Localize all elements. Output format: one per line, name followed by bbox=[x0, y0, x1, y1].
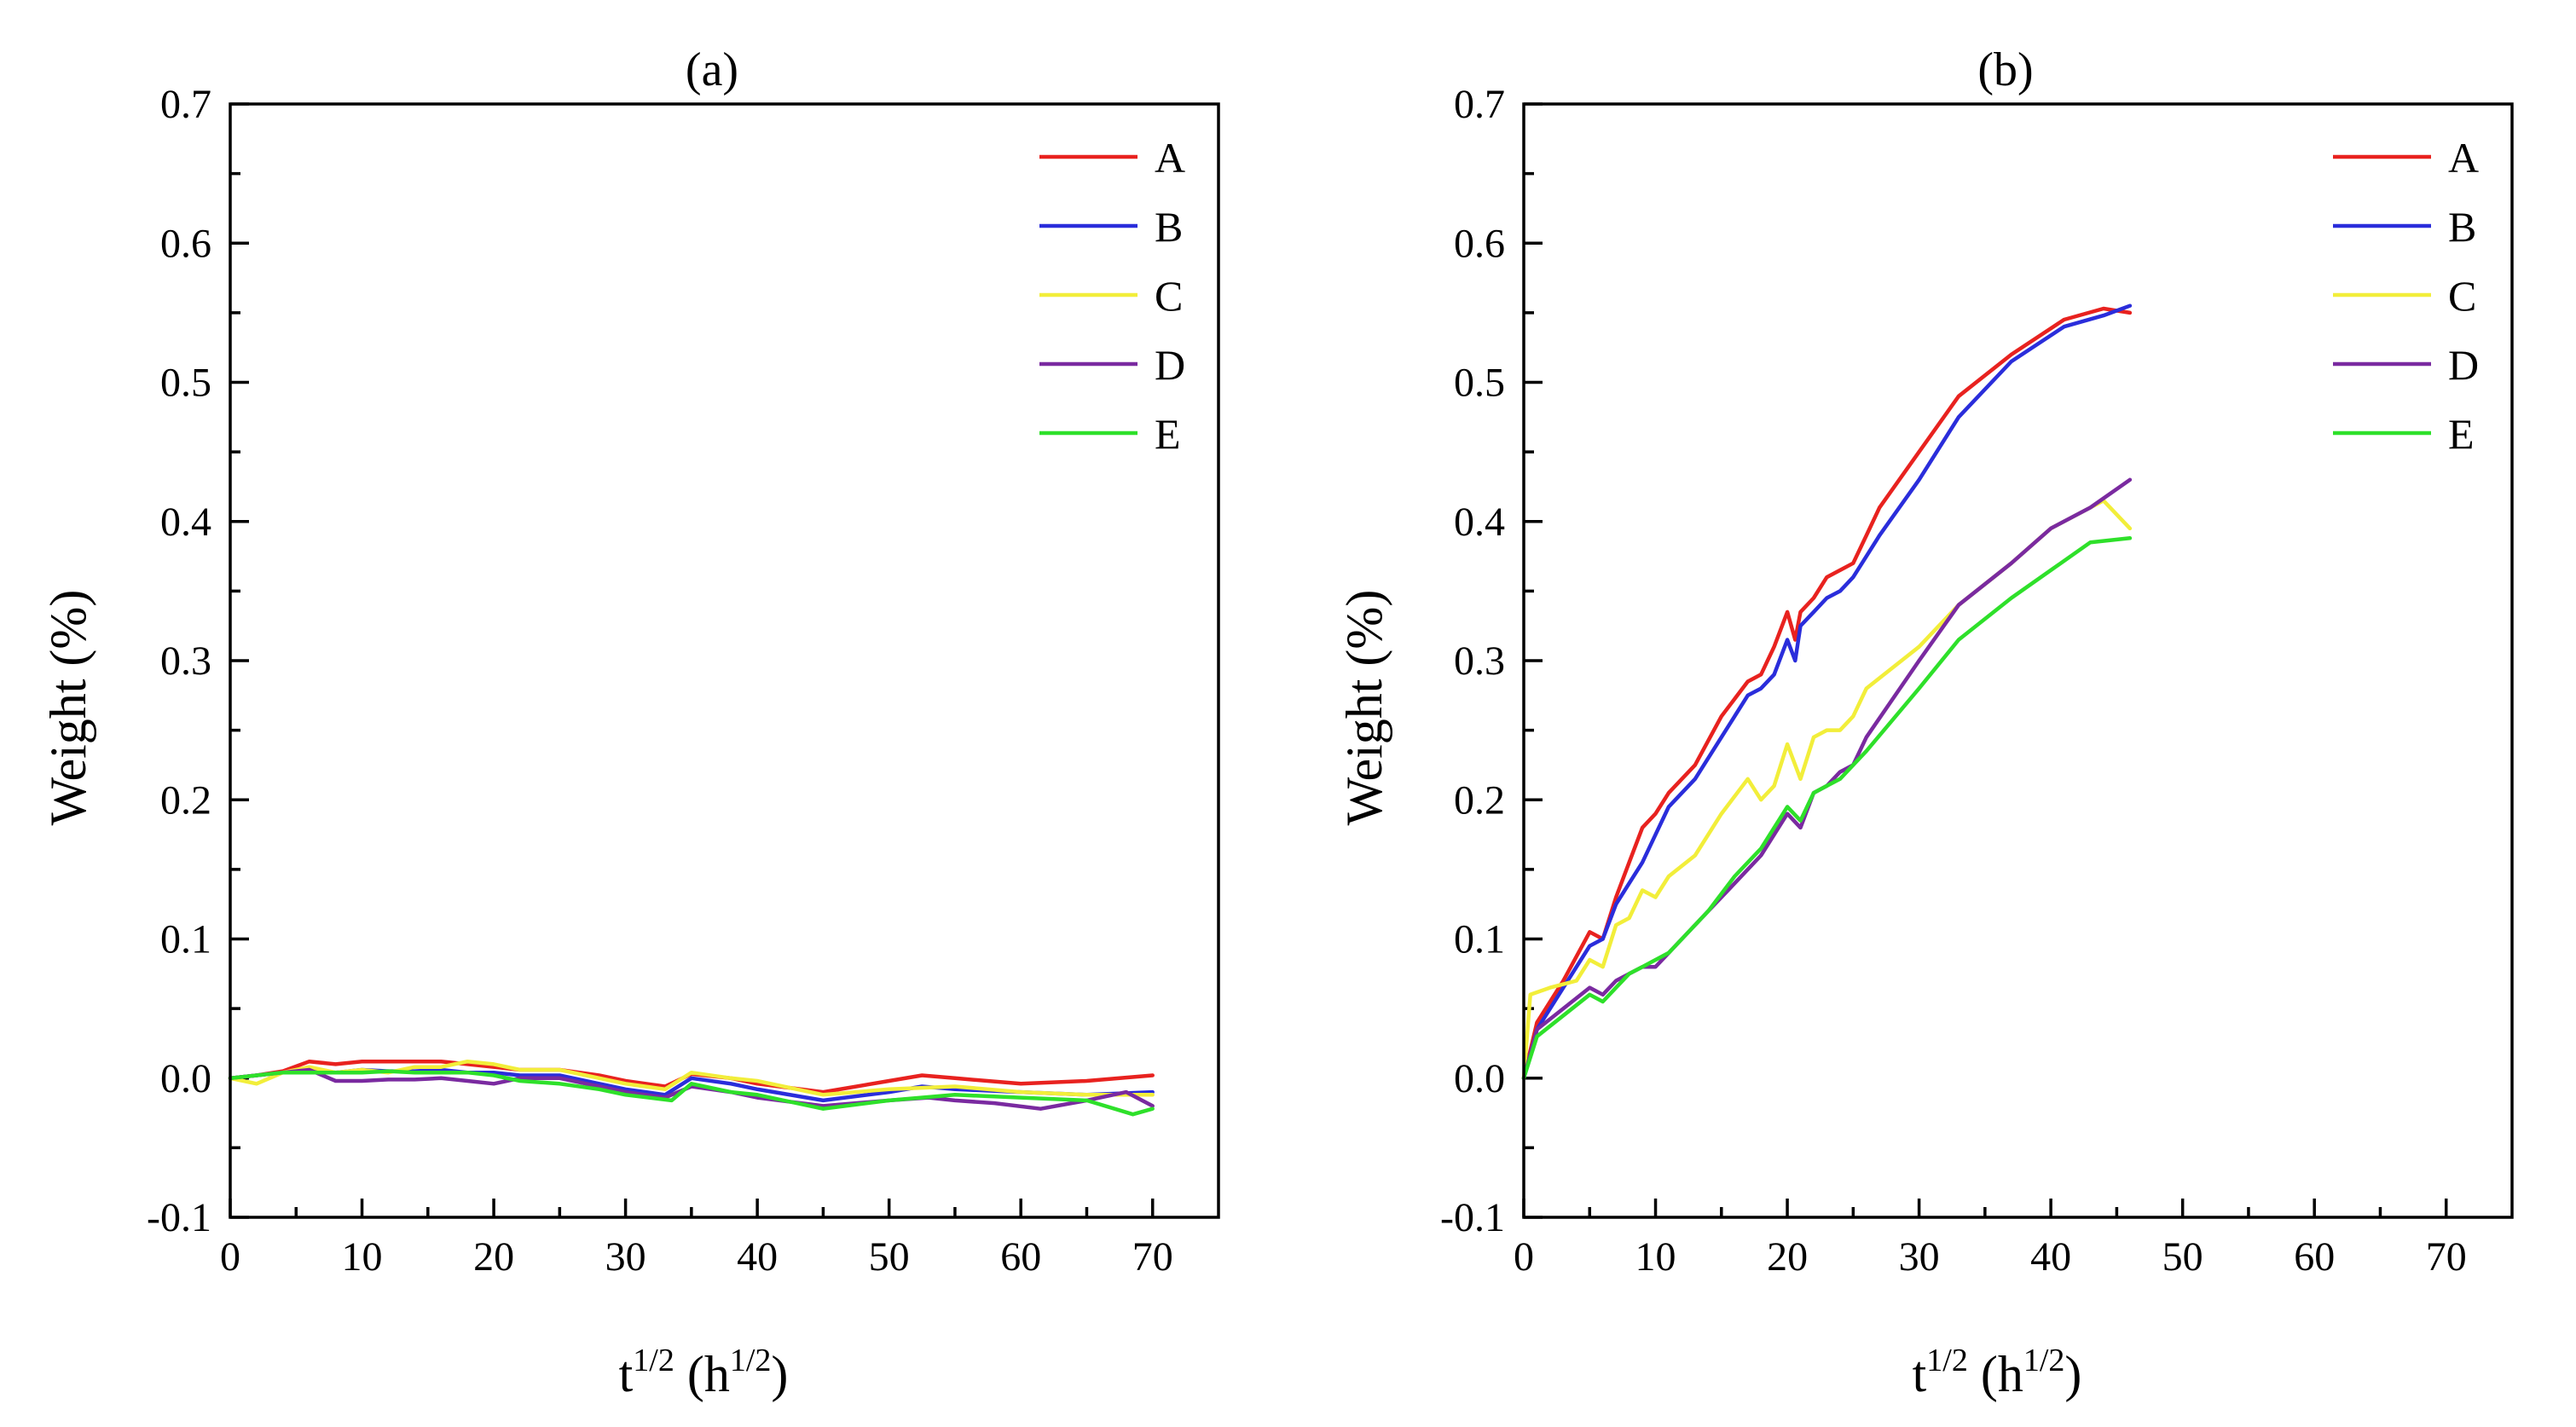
x-tick-label: 20 bbox=[473, 1234, 514, 1280]
y-tick-label: -0.1 bbox=[147, 1195, 211, 1240]
y-tick-label: 0.5 bbox=[1454, 361, 1505, 406]
series-line-a bbox=[1521, 306, 2133, 1081]
series-line-e bbox=[1521, 536, 2133, 1081]
x-axis-label-base-sup: 1/2 bbox=[633, 1343, 674, 1378]
x-axis-label-close: ) bbox=[2064, 1346, 2081, 1402]
x-tick-label: 0 bbox=[220, 1234, 240, 1280]
series-line-e bbox=[228, 1069, 1155, 1117]
x-tick-label: 50 bbox=[869, 1234, 910, 1280]
y-axis-label: Weight (%) bbox=[1336, 590, 1392, 826]
legend-label-d: D bbox=[2448, 341, 2479, 389]
x-tick-label: 60 bbox=[1000, 1234, 1041, 1280]
legend-label-c: C bbox=[1155, 272, 1183, 320]
y-tick-label: 0.3 bbox=[160, 638, 211, 684]
y-tick-label: 0.0 bbox=[1454, 1056, 1505, 1101]
x-tick-label: 40 bbox=[2030, 1234, 2071, 1280]
x-axis-label-unit: h bbox=[704, 1346, 730, 1402]
x-axis-label-open: ( bbox=[1968, 1346, 1998, 1402]
y-axis-label: Weight (%) bbox=[40, 590, 96, 826]
legend-label-a: A bbox=[1155, 134, 1185, 182]
legend-label-d: D bbox=[1155, 341, 1185, 389]
chart-panel-a: (a) Weight (%) t1/2 (h1/2) 0 10 20 30 40 50 60… bbox=[40, 43, 1220, 1402]
x-tick-label: 30 bbox=[605, 1234, 646, 1280]
y-tick-label: -0.1 bbox=[1440, 1195, 1505, 1240]
x-tick-label: 10 bbox=[1635, 1234, 1676, 1280]
series-line-c bbox=[1521, 499, 2133, 1081]
plot-area bbox=[228, 1059, 1155, 1117]
x-axis-label: t1/2 (h1/2) bbox=[1913, 1343, 2082, 1402]
y-tick-label: 0.6 bbox=[1454, 221, 1505, 266]
tick-layer: 0 10 20 30 40 50 60 70 -0.1 0.0 0.1 0.2 0.3 0.4 0.5 0.6… bbox=[1440, 82, 2467, 1280]
axes-frame bbox=[229, 102, 1220, 1219]
x-tick-label: 50 bbox=[2162, 1234, 2203, 1280]
chart-title: (a) bbox=[686, 43, 738, 96]
x-axis-label-open: ( bbox=[674, 1346, 704, 1402]
legend-label-c: C bbox=[2448, 272, 2476, 320]
y-tick-label: 0.1 bbox=[160, 917, 211, 962]
plot-area bbox=[1521, 303, 2133, 1081]
axes-frame bbox=[1522, 102, 2514, 1219]
series-line-b bbox=[1521, 303, 2133, 1081]
x-tick-label: 70 bbox=[1132, 1234, 1173, 1280]
x-axis-label-base: t bbox=[1913, 1346, 1927, 1402]
y-tick-label: 0.7 bbox=[1454, 82, 1505, 127]
legend-label-b: B bbox=[2448, 203, 2476, 251]
chart-panel-b: (b) Weight (%) t1/2 (h1/2) 0 10 20 30 40 50 60… bbox=[1336, 43, 2514, 1402]
y-tick-label: 0.1 bbox=[1454, 917, 1505, 962]
x-tick-label: 60 bbox=[2294, 1234, 2335, 1280]
series-line-d bbox=[1521, 477, 2133, 1081]
x-tick-label: 70 bbox=[2426, 1234, 2467, 1280]
y-tick-label: 0.2 bbox=[160, 777, 211, 823]
x-axis-label-unit: h bbox=[1998, 1346, 2023, 1402]
x-axis-label-unit-sup: 1/2 bbox=[2023, 1343, 2065, 1378]
y-tick-label: 0.3 bbox=[1454, 638, 1505, 684]
x-tick-label: 40 bbox=[737, 1234, 778, 1280]
x-axis-label-base-sup: 1/2 bbox=[1926, 1343, 1968, 1378]
x-axis-label-close: ) bbox=[771, 1346, 788, 1402]
x-axis-label-base: t bbox=[619, 1346, 634, 1402]
chart-title: (b) bbox=[1977, 43, 2033, 96]
series-line-d bbox=[228, 1067, 1155, 1111]
y-tick-label: 0.5 bbox=[160, 361, 211, 406]
x-axis-label: t1/2 (h1/2) bbox=[619, 1343, 789, 1402]
legend-label-b: B bbox=[1155, 203, 1183, 251]
y-tick-label: 0.4 bbox=[1454, 500, 1505, 545]
y-tick-label: 0.2 bbox=[1454, 777, 1505, 823]
x-tick-label: 30 bbox=[1899, 1234, 1940, 1280]
y-tick-label: 0.4 bbox=[160, 500, 211, 545]
x-tick-label: 10 bbox=[342, 1234, 383, 1280]
legend-label-e: E bbox=[2448, 410, 2475, 458]
legend-label-e: E bbox=[1155, 410, 1181, 458]
tick-layer: 0 10 20 30 40 50 60 70 -0.1 0.0 0.1 0.2 0.3 0.4 0.5 0.6… bbox=[147, 82, 1173, 1280]
y-tick-label: 0.6 bbox=[160, 221, 211, 266]
x-tick-label: 0 bbox=[1514, 1234, 1534, 1280]
legend-label-a: A bbox=[2448, 134, 2479, 182]
x-tick-label: 20 bbox=[1767, 1234, 1808, 1280]
x-axis-label-unit-sup: 1/2 bbox=[730, 1343, 772, 1378]
y-tick-label: 0.7 bbox=[160, 82, 211, 127]
y-tick-label: 0.0 bbox=[160, 1056, 211, 1101]
